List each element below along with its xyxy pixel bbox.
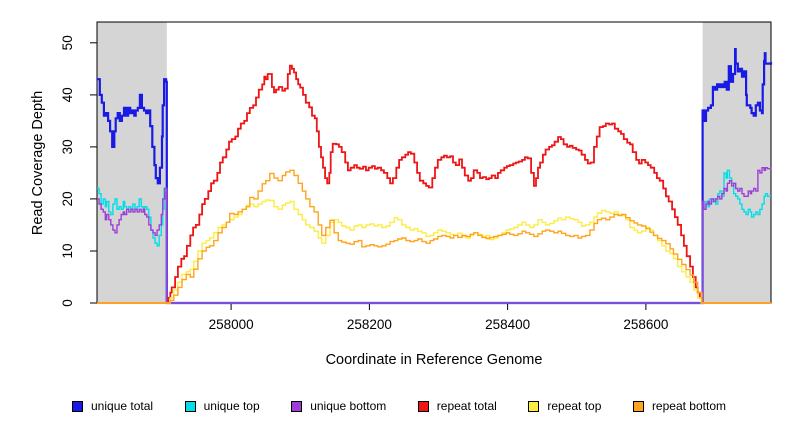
- series-line-repeat-bottom: [97, 169, 771, 304]
- legend-item-repeat-bottom: repeat bottom: [632, 399, 726, 413]
- legend-swatch-repeat-top: [528, 400, 540, 412]
- legend-swatch-unique-bottom: [291, 400, 303, 412]
- series-line-unique-bottom: [97, 167, 772, 304]
- y-tick-label: 50: [60, 35, 75, 50]
- legend-item-unique-bottom: unique bottom: [291, 399, 386, 413]
- x-tick-label: 258600: [623, 317, 668, 332]
- x-tick-label: 258200: [347, 317, 392, 332]
- y-axis-title: Read Coverage Depth: [30, 90, 46, 236]
- x-tick-label: 258400: [485, 317, 530, 332]
- series-line-repeat-total: [97, 64, 771, 304]
- legend-item-unique-top: unique top: [184, 399, 260, 413]
- series-line-repeat-top: [97, 199, 771, 304]
- legend-item-repeat-total: repeat total: [417, 399, 497, 413]
- legend-swatch-unique-top: [184, 400, 196, 412]
- legend-label-repeat-top: repeat top: [547, 399, 602, 413]
- y-tick-label: 10: [60, 243, 75, 258]
- legend-item-repeat-top: repeat top: [528, 399, 601, 413]
- legend-label-repeat-bottom: repeat bottom: [651, 399, 726, 413]
- y-tick-label: 40: [60, 87, 75, 102]
- coverage-plot: 258000 258200 258400 258600 0 10 20 30 40 50: [60, 21, 773, 332]
- series-line-unique-top: [97, 169, 771, 304]
- chart-legend: unique total unique top unique bottom repea…: [72, 397, 726, 415]
- legend-swatch-repeat-total: [417, 400, 429, 412]
- legend-item-unique-total: unique total: [72, 399, 153, 413]
- y-tick-label: 20: [60, 191, 75, 206]
- legend-label-unique-total: unique total: [91, 399, 154, 413]
- legend-swatch-repeat-bottom: [632, 400, 644, 412]
- legend-label-repeat-total: repeat total: [436, 399, 497, 413]
- legend-swatch-unique-total: [72, 400, 83, 412]
- y-tick-label: 30: [60, 139, 75, 154]
- y-tick-label: 0: [60, 299, 75, 307]
- x-axis-title: Coordinate in Reference Genome: [325, 352, 543, 368]
- shaded-region-0: [97, 22, 167, 303]
- x-tick-label: 258000: [209, 317, 254, 332]
- legend-label-unique-bottom: unique bottom: [310, 399, 387, 413]
- legend-label-unique-top: unique top: [203, 399, 260, 413]
